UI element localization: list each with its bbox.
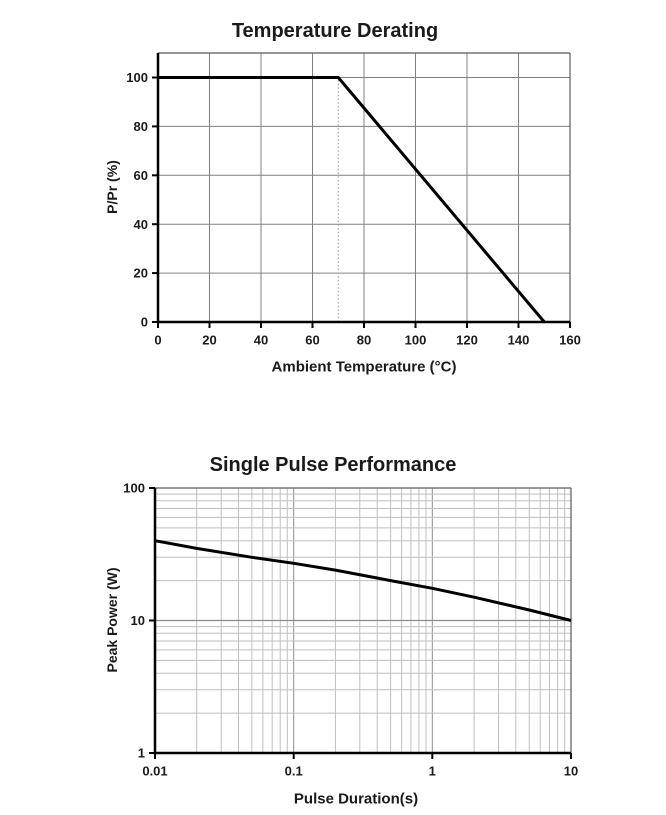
- y-tick-label: 100: [123, 481, 145, 496]
- chart-title: Temperature Derating: [232, 20, 438, 42]
- x-axis-label: Ambient Temperature (°C): [272, 358, 457, 375]
- y-tick-label: 0: [141, 315, 148, 330]
- gridlines: [155, 488, 571, 753]
- y-axis-label: Peak Power (W): [104, 567, 120, 672]
- chart-title: Single Pulse Performance: [210, 454, 457, 476]
- x-tick-label: 80: [357, 333, 371, 348]
- derating-line: [158, 76, 546, 323]
- y-tick-label: 100: [126, 70, 148, 85]
- single-pulse-line: [154, 539, 572, 622]
- single-pulse-performance-chart: Single Pulse Performance Pulse Duration(…: [104, 454, 578, 807]
- x-tick-label: 0.01: [142, 764, 167, 779]
- y-tick-label: 10: [131, 613, 145, 628]
- x-axis-label: Pulse Duration(s): [294, 790, 418, 807]
- gridlines: [158, 53, 570, 322]
- y-tick-label: 60: [134, 168, 148, 183]
- x-tick-label: 60: [305, 333, 319, 348]
- x-tick-label: 1: [429, 764, 436, 779]
- x-tick-label: 40: [254, 333, 268, 348]
- x-tick-label: 160: [559, 333, 581, 348]
- y-tick-label: 1: [138, 746, 145, 761]
- x-tick-label: 140: [508, 333, 530, 348]
- y-axis-label: P/Pr (%): [104, 160, 120, 214]
- y-tick-label: 20: [134, 266, 148, 281]
- x-tick-label: 20: [202, 333, 216, 348]
- y-tick-label: 80: [134, 119, 148, 134]
- x-tick-label: 0.1: [285, 764, 303, 779]
- y-tick-label: 40: [134, 217, 148, 232]
- temperature-derating-chart: Temperature Derating Ambient Temperature…: [104, 20, 581, 375]
- x-tick-label: 100: [405, 333, 427, 348]
- x-tick-label: 10: [564, 764, 578, 779]
- x-tick-label: 0: [154, 333, 161, 348]
- x-tick-label: 120: [456, 333, 478, 348]
